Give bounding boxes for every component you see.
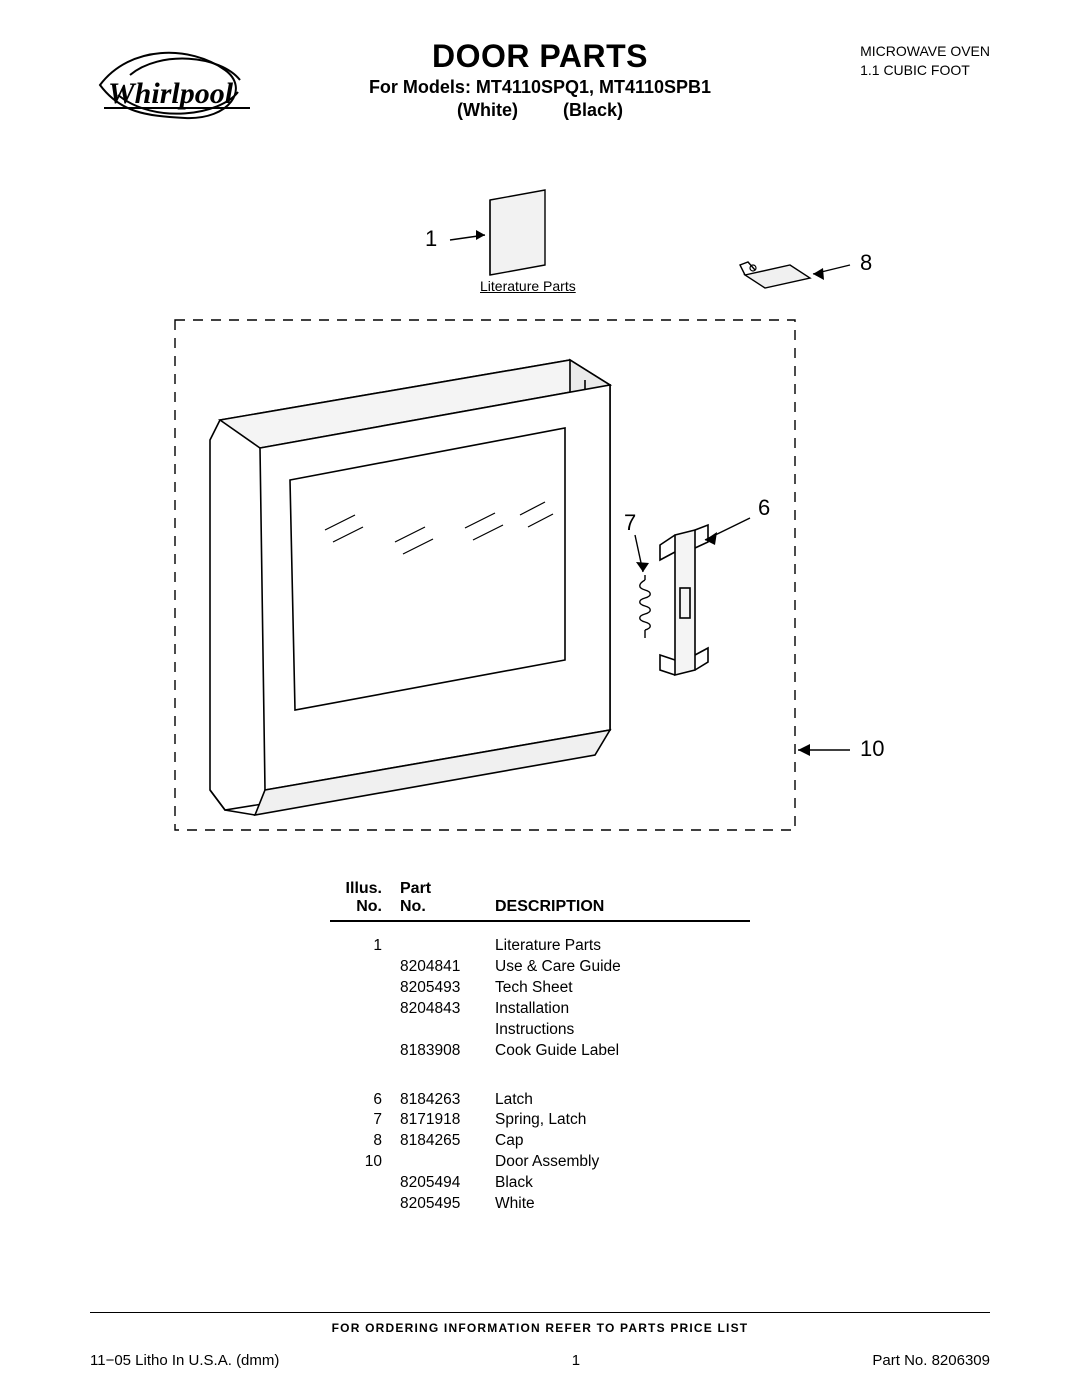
table-row: 78171918Spring, Latch (330, 1110, 750, 1131)
product-info: MICROWAVE OVEN 1.1 CUBIC FOOT (860, 42, 990, 80)
cell-desc: Black (495, 1173, 750, 1194)
table-row: Instructions (330, 1020, 750, 1041)
product-line2: 1.1 CUBIC FOOT (860, 61, 990, 80)
exploded-diagram: 1 8 6 7 10 Literature Parts (90, 170, 990, 850)
cell-part: 8204843 (400, 999, 495, 1020)
footer-left: 11−05 Litho In U.S.A. (dmm) (90, 1352, 279, 1369)
cell-desc: Door Assembly (495, 1152, 750, 1173)
cell-desc: Latch (495, 1090, 750, 1111)
footer-right: Part No. 8206309 (872, 1352, 990, 1369)
cell-illus: 10 (330, 1152, 400, 1173)
models-line: For Models: MT4110SPQ1, MT4110SPB1 (0, 77, 1080, 98)
th-desc: DESCRIPTION (495, 898, 750, 916)
cell-illus (330, 1041, 400, 1062)
ordering-note: FOR ORDERING INFORMATION REFER TO PARTS … (90, 1312, 990, 1335)
cell-illus (330, 1173, 400, 1194)
cell-part (400, 936, 495, 957)
cell-part: 8205493 (400, 978, 495, 999)
cell-part: 8171918 (400, 1110, 495, 1131)
cell-part: 8183908 (400, 1041, 495, 1062)
cell-desc: Cook Guide Label (495, 1041, 750, 1062)
cell-desc: Installation (495, 999, 750, 1020)
cell-desc: Literature Parts (495, 936, 750, 957)
cap-icon (740, 262, 810, 288)
cell-desc: Cap (495, 1131, 750, 1152)
cell-illus: 1 (330, 936, 400, 957)
cell-part: 8184263 (400, 1090, 495, 1111)
cell-illus: 6 (330, 1090, 400, 1111)
table-header-row: Illus.No. PartNo. DESCRIPTION (330, 880, 750, 922)
table-body-group1: 1 Literature Parts8204841Use & Care Guide… (330, 936, 750, 1062)
th-illus: Illus.No. (330, 880, 400, 916)
cell-illus: 8 (330, 1131, 400, 1152)
table-row: 8204843Installation (330, 999, 750, 1020)
table-row: 8204841Use & Care Guide (330, 957, 750, 978)
cell-desc: Tech Sheet (495, 978, 750, 999)
literature-booklet-icon (490, 190, 545, 275)
table-row: 68184263Latch (330, 1090, 750, 1111)
table-row: 88184265Cap (330, 1131, 750, 1152)
cell-part (400, 1152, 495, 1173)
cell-illus (330, 1194, 400, 1215)
cell-desc: Use & Care Guide (495, 957, 750, 978)
th-part: PartNo. (400, 880, 495, 916)
color-black: (Black) (563, 100, 623, 120)
callout-10: 10 (860, 736, 884, 762)
footer-bar: 11−05 Litho In U.S.A. (dmm) 1 Part No. 8… (90, 1352, 990, 1369)
spring-icon (640, 575, 651, 638)
table-row: 8205494Black (330, 1173, 750, 1194)
table-row: 8205493Tech Sheet (330, 978, 750, 999)
cell-desc: Instructions (495, 1020, 750, 1041)
product-line1: MICROWAVE OVEN (860, 42, 990, 61)
cell-illus (330, 999, 400, 1020)
table-row: 1 Literature Parts (330, 936, 750, 957)
callout-1: 1 (425, 226, 437, 252)
callout-8: 8 (860, 250, 872, 276)
table-row: 10 Door Assembly (330, 1152, 750, 1173)
cell-illus (330, 957, 400, 978)
cell-desc: White (495, 1194, 750, 1215)
footer-page-number: 1 (572, 1352, 580, 1369)
header: Whirlpool DOOR PARTS For Models: MT4110S… (0, 0, 1080, 160)
door-assembly-icon (210, 360, 610, 815)
cell-illus (330, 978, 400, 999)
callout-7: 7 (624, 510, 636, 536)
colors-line: (White) (Black) (0, 100, 1080, 121)
parts-table: Illus.No. PartNo. DESCRIPTION 1 Literatur… (330, 880, 750, 1215)
cell-part (400, 1020, 495, 1041)
color-white: (White) (457, 100, 518, 120)
table-row: 8183908Cook Guide Label (330, 1041, 750, 1062)
table-body-group2: 68184263Latch78171918Spring, Latch881842… (330, 1090, 750, 1216)
callout-6: 6 (758, 495, 770, 521)
cell-part: 8205494 (400, 1173, 495, 1194)
cell-illus: 7 (330, 1110, 400, 1131)
cell-illus (330, 1020, 400, 1041)
literature-parts-link[interactable]: Literature Parts (480, 278, 576, 294)
latch-icon (660, 525, 708, 675)
cell-part: 8184265 (400, 1131, 495, 1152)
cell-part: 8204841 (400, 957, 495, 978)
cell-desc: Spring, Latch (495, 1110, 750, 1131)
cell-part: 8205495 (400, 1194, 495, 1215)
table-row: 8205495White (330, 1194, 750, 1215)
